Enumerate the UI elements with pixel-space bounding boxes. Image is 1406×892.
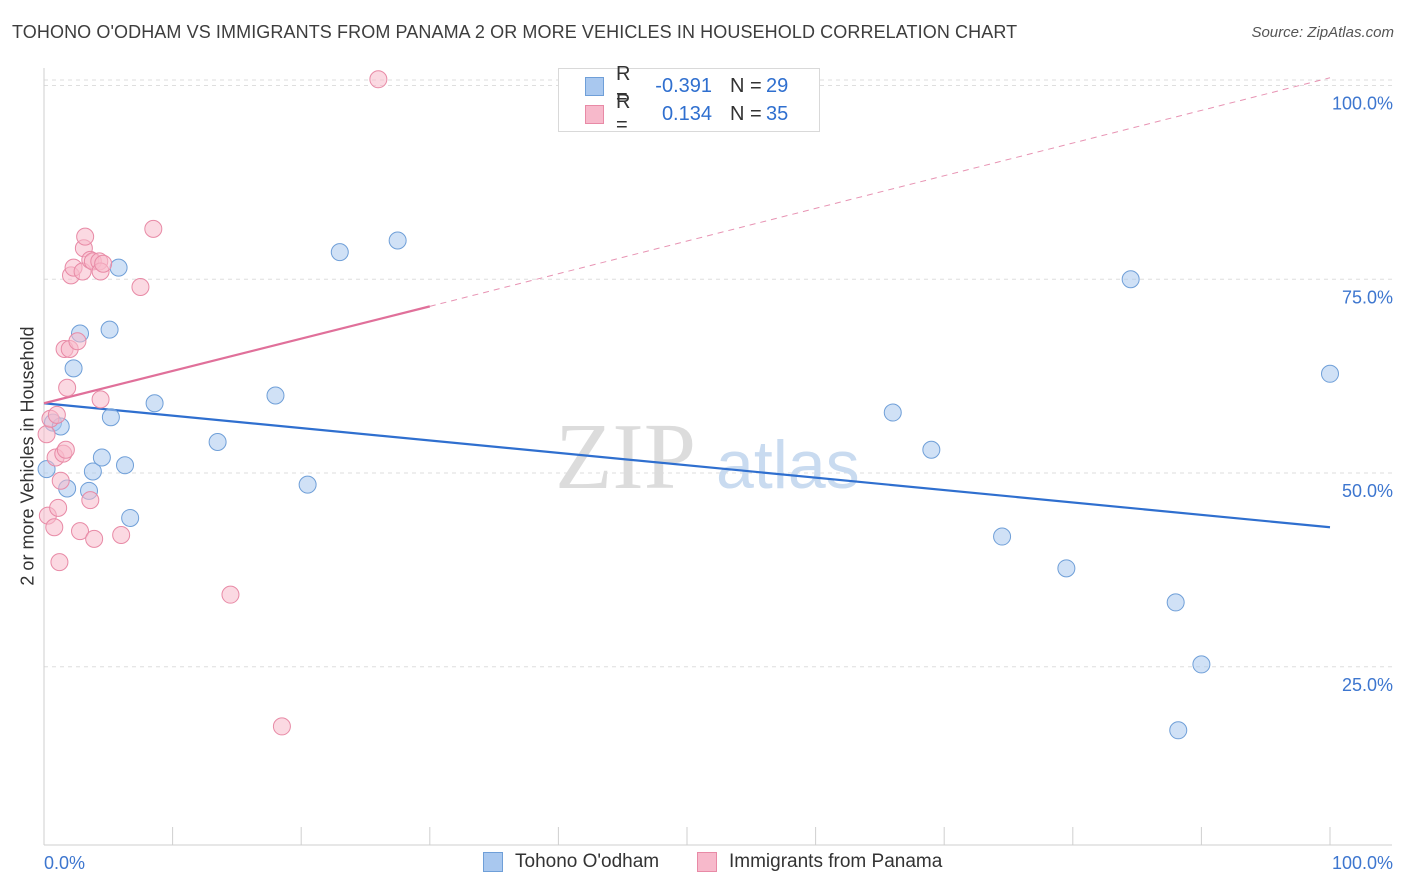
data-point-panama (68, 332, 87, 351)
data-point-panama (37, 425, 56, 444)
data-point-panama (91, 390, 110, 409)
trend-lines (43, 77, 1331, 529)
data-point-panama (71, 522, 90, 541)
data-point-panama (50, 553, 69, 572)
data-point-tohono (298, 475, 317, 494)
x-tick-label-max: 100.0% (1332, 853, 1393, 873)
data-point-tohono (145, 394, 164, 413)
data-points (37, 70, 1339, 740)
watermark-atlas: atlas (716, 427, 860, 503)
data-point-tohono (1121, 270, 1140, 289)
data-point-tohono (1166, 593, 1185, 612)
data-point-panama (112, 526, 131, 544)
stats-legend: R = -0.391 N = 29 R = 0.134 N = 35 (558, 63, 820, 136)
grid-lines (44, 79, 1392, 668)
data-point-tohono (388, 231, 407, 250)
legend-row-tohono: R = -0.391 N = 29 (585, 63, 789, 108)
data-point-tohono (64, 359, 83, 378)
trend-extension-1 (429, 77, 1331, 307)
data-point-tohono (92, 448, 111, 467)
data-point-tohono (1192, 655, 1211, 674)
data-point-panama (221, 585, 240, 604)
data-point-panama (58, 378, 77, 397)
data-point-panama (47, 405, 66, 424)
data-point-panama (94, 254, 113, 273)
r-value: -0.391 (655, 74, 712, 97)
data-point-tohono (208, 433, 227, 451)
trend-line-0 (43, 402, 1331, 529)
r-label: R = (616, 63, 631, 108)
n-label: N = (730, 74, 762, 97)
bottom-legend-label-panama: Immigrants from Panama (729, 851, 943, 872)
n-value: 35 (766, 102, 789, 125)
bottom-legend-swatch-tohono (483, 852, 503, 872)
data-point-tohono (883, 403, 902, 422)
y-tick-label: 25.0% (1342, 675, 1393, 695)
data-point-tohono (83, 462, 102, 481)
chart-title: TOHONO O'ODHAM VS IMMIGRANTS FROM PANAMA… (12, 22, 1018, 42)
data-point-tohono (101, 408, 120, 427)
data-point-tohono (109, 258, 128, 277)
y-tick-label: 100.0% (1332, 94, 1393, 114)
r-value: 0.134 (661, 102, 712, 125)
x-tick-label-min: 0.0% (44, 853, 85, 873)
data-point-tohono (922, 440, 941, 459)
n-value: 29 (766, 74, 789, 97)
data-point-panama (81, 491, 100, 510)
y-tick-label: 75.0% (1342, 287, 1393, 307)
source-label: Source: ZipAtlas.com (1251, 24, 1394, 41)
data-point-tohono (1169, 721, 1188, 740)
data-point-panama (56, 440, 75, 459)
legend-swatch-panama (585, 104, 604, 124)
bottom-legend-swatch-panama (697, 852, 717, 872)
legend-row-panama: R = 0.134 N = 35 (585, 91, 789, 136)
trend-line-1 (43, 305, 431, 405)
data-point-panama (49, 498, 68, 517)
n-label: N = (730, 102, 762, 125)
data-point-tohono (330, 243, 349, 262)
watermark-zip: ZIP (555, 405, 696, 509)
y-tick-label: 50.0% (1342, 481, 1393, 501)
watermark: ZIP atlas (555, 405, 860, 509)
data-point-panama (76, 227, 95, 246)
bottom-legend-panama: Immigrants from Panama (697, 851, 942, 873)
r-label: R = (616, 91, 631, 136)
data-point-tohono (266, 386, 285, 405)
data-point-panama (144, 219, 163, 238)
data-point-panama (131, 278, 150, 296)
bottom-legend-tohono: Tohono O'odham (483, 851, 659, 873)
legend-swatch-tohono (585, 76, 604, 96)
y-axis-label: 2 or more Vehicles in Household (17, 326, 38, 586)
data-point-tohono (1057, 559, 1076, 578)
data-point-tohono (116, 456, 135, 475)
axes (43, 68, 1392, 846)
data-point-tohono (121, 508, 140, 527)
data-point-panama (45, 518, 64, 537)
data-point-tohono (100, 320, 119, 339)
data-point-panama (272, 717, 291, 736)
tick-labels: 25.0% 50.0% 75.0% 100.0% 0.0% 100.0% (44, 94, 1393, 874)
bottom-legend-label-tohono: Tohono O'odham (515, 851, 660, 872)
data-point-panama (51, 471, 70, 490)
data-point-panama (85, 529, 104, 548)
data-point-tohono (1321, 364, 1339, 383)
data-point-tohono (993, 527, 1012, 546)
data-point-panama (369, 70, 388, 89)
